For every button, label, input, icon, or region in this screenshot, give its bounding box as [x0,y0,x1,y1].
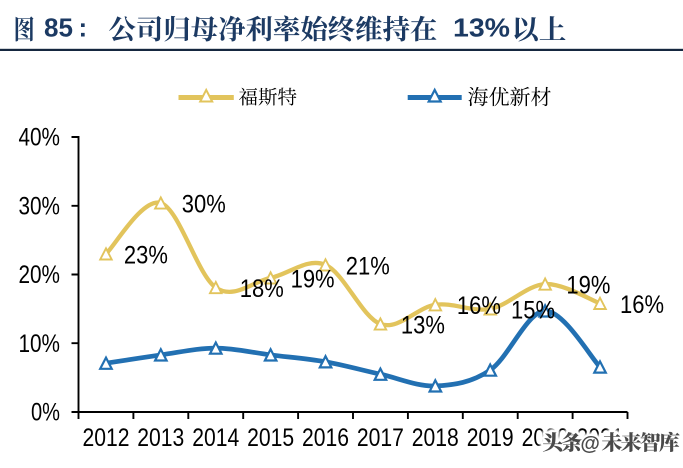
svg-text:20%: 20% [19,261,61,289]
svg-text:0%: 0% [31,399,60,427]
svg-text:16%: 16% [457,292,501,320]
svg-text:2013: 2013 [137,424,184,452]
svg-text:16%: 16% [620,291,664,319]
svg-text:21%: 21% [346,252,390,280]
svg-text:@: @ [580,433,600,455]
svg-text:10%: 10% [19,330,61,358]
svg-text:2014: 2014 [192,424,239,452]
svg-text:85: 85 [44,13,73,43]
svg-text:19%: 19% [291,265,335,293]
svg-text:19%: 19% [566,272,610,300]
svg-text:15%: 15% [511,296,555,324]
svg-text:30%: 30% [182,191,226,219]
svg-text:2012: 2012 [83,424,130,452]
svg-text:2017: 2017 [357,424,404,452]
svg-text:@: @ [580,433,600,455]
svg-text:13%: 13% [401,312,445,340]
svg-text:13%: 13% [453,13,510,43]
svg-text:30%: 30% [19,192,61,220]
svg-text:2016: 2016 [302,424,349,452]
svg-text:40%: 40% [19,124,61,152]
svg-text:23%: 23% [124,241,168,269]
svg-text:2018: 2018 [412,424,459,452]
svg-text::: : [79,13,88,43]
svg-text:2015: 2015 [247,424,294,452]
svg-text:18%: 18% [240,275,284,303]
svg-text:2019: 2019 [467,424,514,452]
